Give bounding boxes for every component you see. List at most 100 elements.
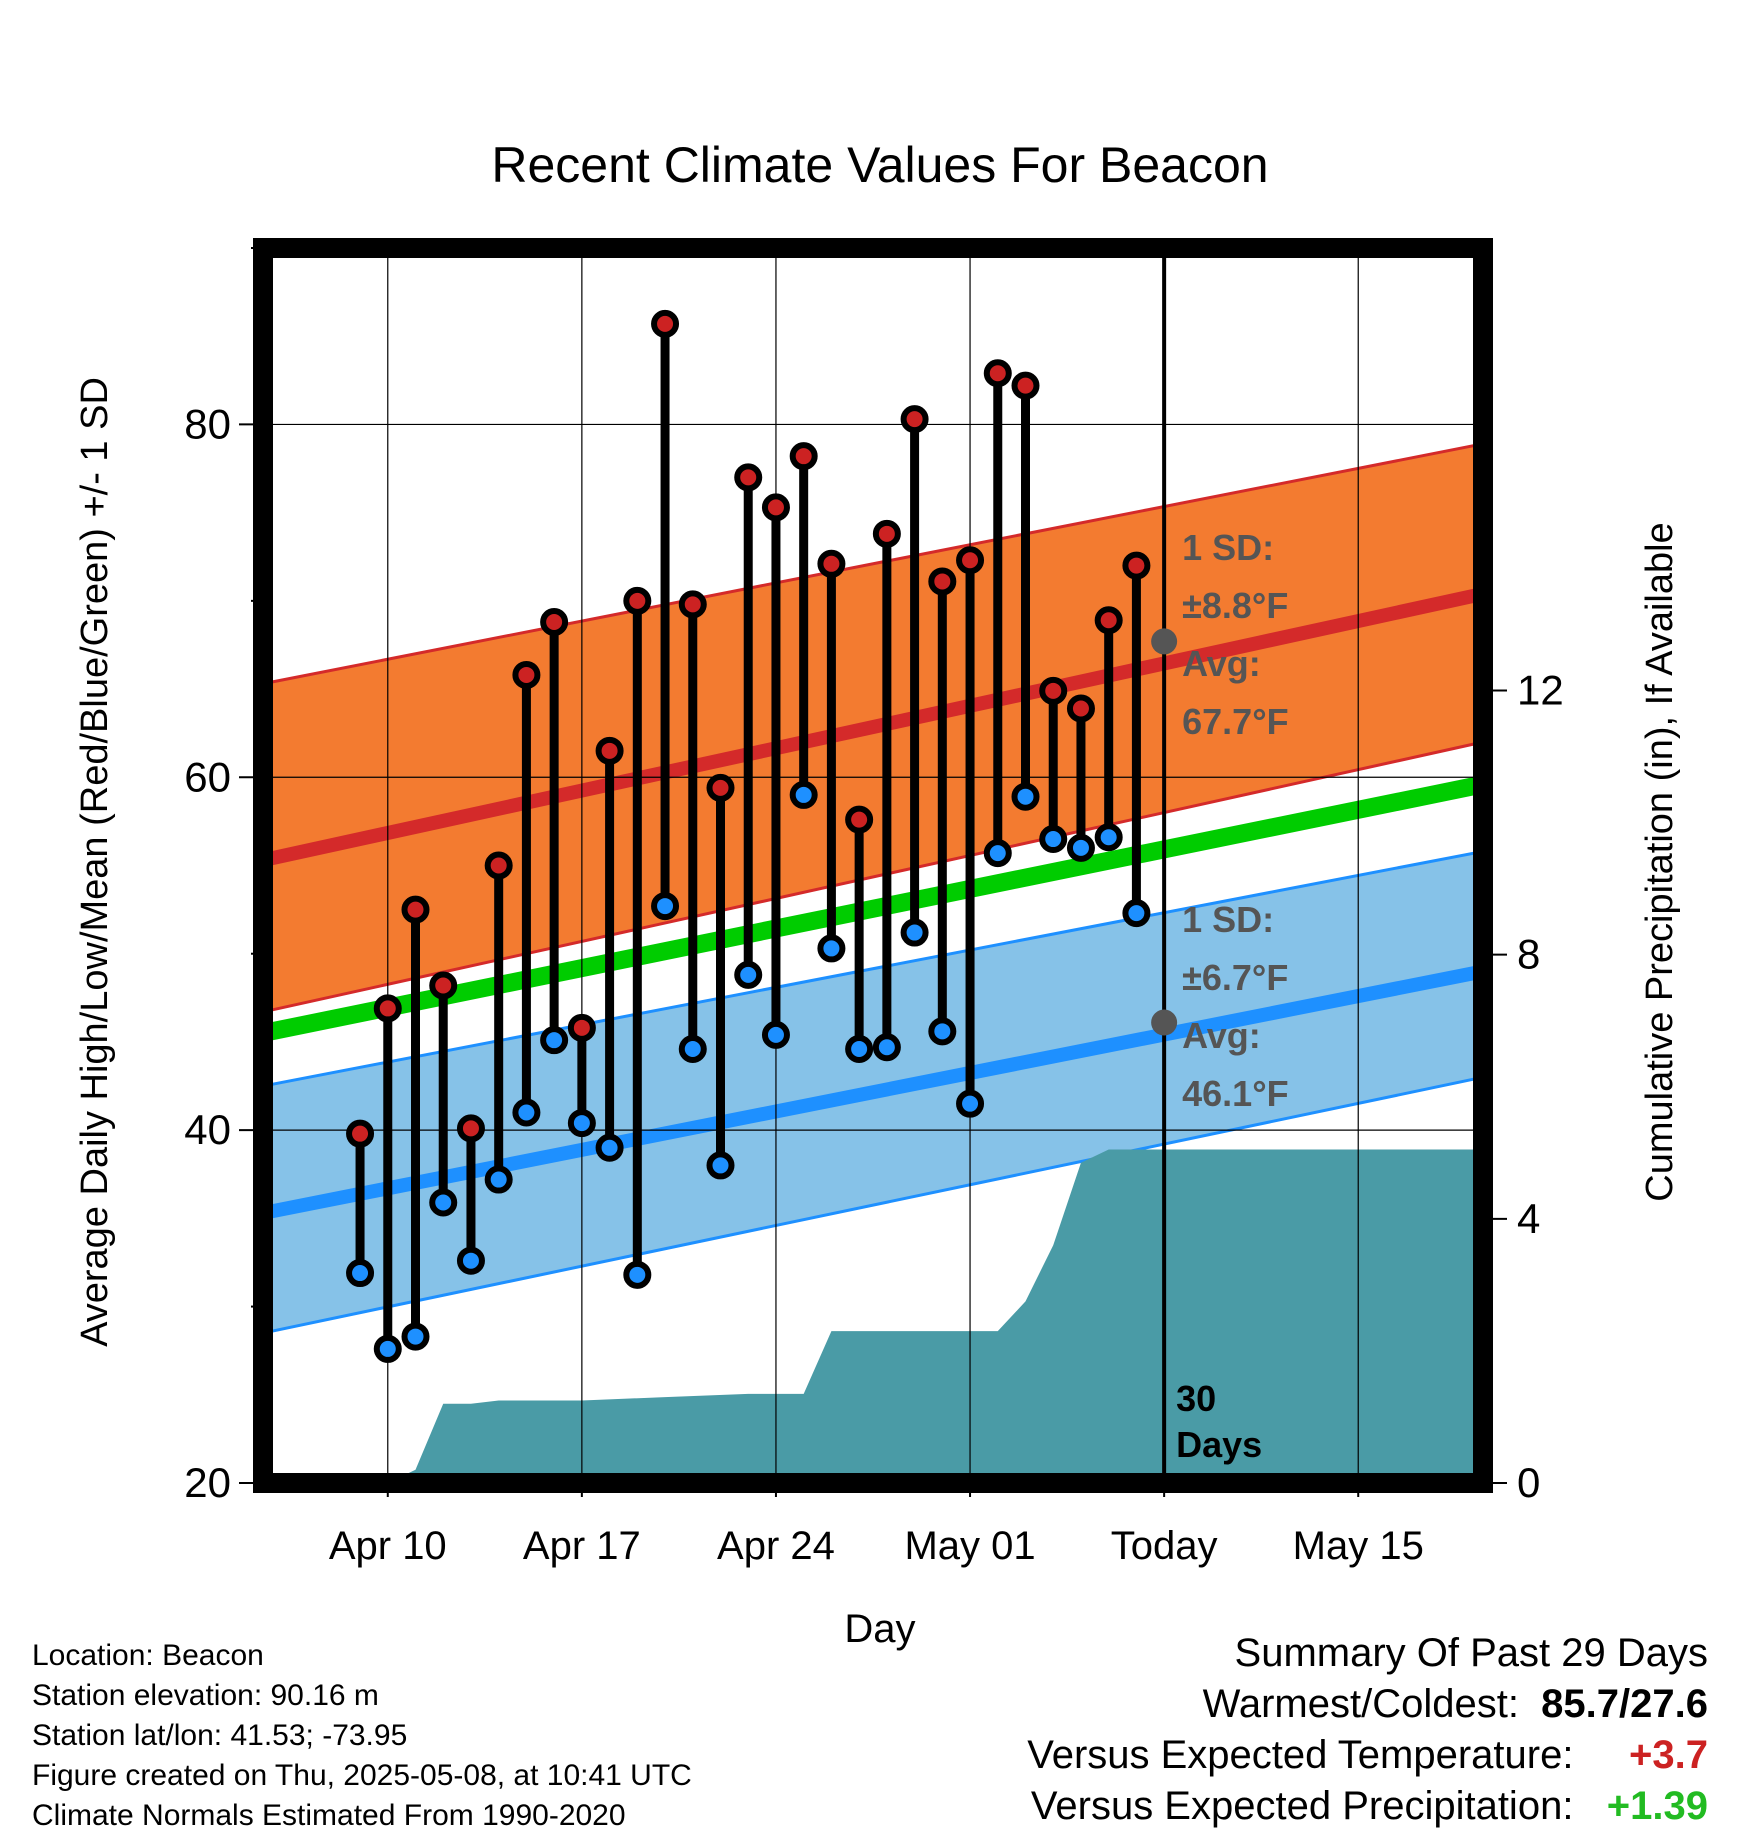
low-point (845, 1034, 874, 1063)
x-tick-label: Apr 10 (329, 1524, 447, 1568)
summary-box: Summary Of Past 29 Days Warmest/Coldest:… (1027, 1628, 1708, 1832)
low-point (900, 918, 929, 947)
low-point (567, 1109, 596, 1138)
high-point (484, 851, 513, 880)
x-tick-label: Today (1111, 1524, 1218, 1568)
low-point (817, 934, 846, 963)
low-avg-marker (1151, 1009, 1178, 1036)
low-point (401, 1322, 430, 1351)
x-tick-label: May 15 (1293, 1524, 1424, 1568)
high-point (761, 493, 790, 522)
high-point (956, 546, 985, 575)
x-tick-label: May 01 (904, 1524, 1035, 1568)
today-days-label: Days (1176, 1424, 1262, 1465)
low-point (983, 839, 1012, 868)
low-point (956, 1089, 985, 1118)
normal-annotations: 1 SD: ±8.8°F Avg: 67.7°F 1 SD: ±6.7°F Avg: 46.1… (1151, 527, 1289, 1114)
footer-normals: Climate Normals Estimated From 1990-2020 (32, 1799, 626, 1832)
footer-location: Location: Beacon (32, 1639, 264, 1672)
high-point (817, 549, 846, 578)
y2-tick-label: 0 (1517, 1459, 1540, 1506)
low-point (872, 1033, 901, 1062)
low-point (540, 1026, 569, 1055)
high-normal-line (261, 586, 1485, 868)
summary-precip: Versus Expected Precipitation: +1.39 (1027, 1781, 1708, 1832)
high-point (1066, 694, 1095, 723)
high-point (346, 1119, 375, 1148)
mean-normal-line (261, 775, 1485, 1042)
high-point (678, 590, 707, 619)
y-tick-label: 80 (184, 400, 231, 447)
high-point (845, 805, 874, 834)
high-annotation-text: ±8.8°F (1182, 585, 1288, 626)
x-tick-label: Apr 24 (717, 1524, 835, 1568)
low-annotation-text: Avg: (1182, 1015, 1261, 1056)
high-point (429, 971, 458, 1000)
y2-tick-label: 12 (1517, 666, 1564, 713)
high-point (456, 1114, 485, 1143)
high-point (706, 773, 735, 802)
high-point (373, 994, 402, 1023)
plot-frame (253, 238, 1493, 1493)
precipitation-area (263, 1149, 1483, 1483)
y-tick-label: 60 (184, 753, 231, 800)
y-tick-label: 40 (184, 1106, 231, 1153)
y2-axis-label: Cumulative Precipitation (in), If Availa… (1639, 522, 1681, 1201)
high-point (623, 586, 652, 615)
footer-latlon: Station lat/lon: 41.53; -73.95 (32, 1719, 408, 1752)
low-point (346, 1259, 375, 1288)
high-annotation-text: Avg: (1182, 643, 1261, 684)
chart-title: Recent Climate Values For Beacon (491, 137, 1268, 193)
low-normal-line (261, 964, 1485, 1220)
low-point (1122, 899, 1151, 928)
low-point (1094, 823, 1123, 852)
high-annotation-text: 67.7°F (1182, 701, 1288, 742)
low-annotation-text: ±6.7°F (1182, 957, 1288, 998)
high-point (651, 309, 680, 338)
low-point (678, 1034, 707, 1063)
high-point (1039, 676, 1068, 705)
low-point (484, 1165, 513, 1194)
low-point (623, 1260, 652, 1289)
summary-warm-cold: Warmest/Coldest: 85.7/27.6 (1027, 1679, 1708, 1730)
high-point (595, 736, 624, 765)
low-point (512, 1098, 541, 1127)
low-point (761, 1020, 790, 1049)
high-point (401, 895, 430, 924)
high-point (567, 1013, 596, 1042)
high-point (540, 608, 569, 637)
high-annotation-text: 1 SD: (1182, 527, 1274, 568)
high-point (512, 660, 541, 689)
summary-temp: Versus Expected Temperature: +3.7 (1027, 1730, 1708, 1781)
today-days-number: 30 (1176, 1378, 1216, 1419)
low-point (456, 1246, 485, 1275)
y2-tick-label: 8 (1517, 931, 1540, 978)
y-tick-label: 20 (184, 1459, 231, 1506)
high-point (1122, 551, 1151, 580)
low-point (373, 1334, 402, 1363)
low-point (734, 960, 763, 989)
footer-info: Location: Beacon Station elevation: 90.1… (32, 1636, 692, 1836)
precip-area (263, 1149, 1483, 1483)
low-point (1011, 782, 1040, 811)
low-point (429, 1188, 458, 1217)
warm-cold-label: Warmest/Coldest: (1202, 1682, 1519, 1726)
high-point (983, 359, 1012, 388)
daily-range-stems (355, 323, 1141, 1349)
high-point (872, 519, 901, 548)
y2-tick-label: 4 (1517, 1195, 1540, 1242)
summary-title: Summary Of Past 29 Days (1234, 1631, 1708, 1675)
high-point (900, 405, 929, 434)
low-point (651, 892, 680, 921)
x-tick-label: Apr 17 (523, 1524, 641, 1568)
high-point (1011, 371, 1040, 400)
precip-value: +1.39 (1606, 1784, 1708, 1828)
high-point (928, 567, 957, 596)
low-annotation-text: 46.1°F (1182, 1073, 1288, 1114)
temp-label: Versus Expected Temperature: (1027, 1733, 1574, 1777)
low-point (928, 1017, 957, 1046)
high-point (789, 442, 818, 471)
high-point (734, 463, 763, 492)
low-point (789, 780, 818, 809)
